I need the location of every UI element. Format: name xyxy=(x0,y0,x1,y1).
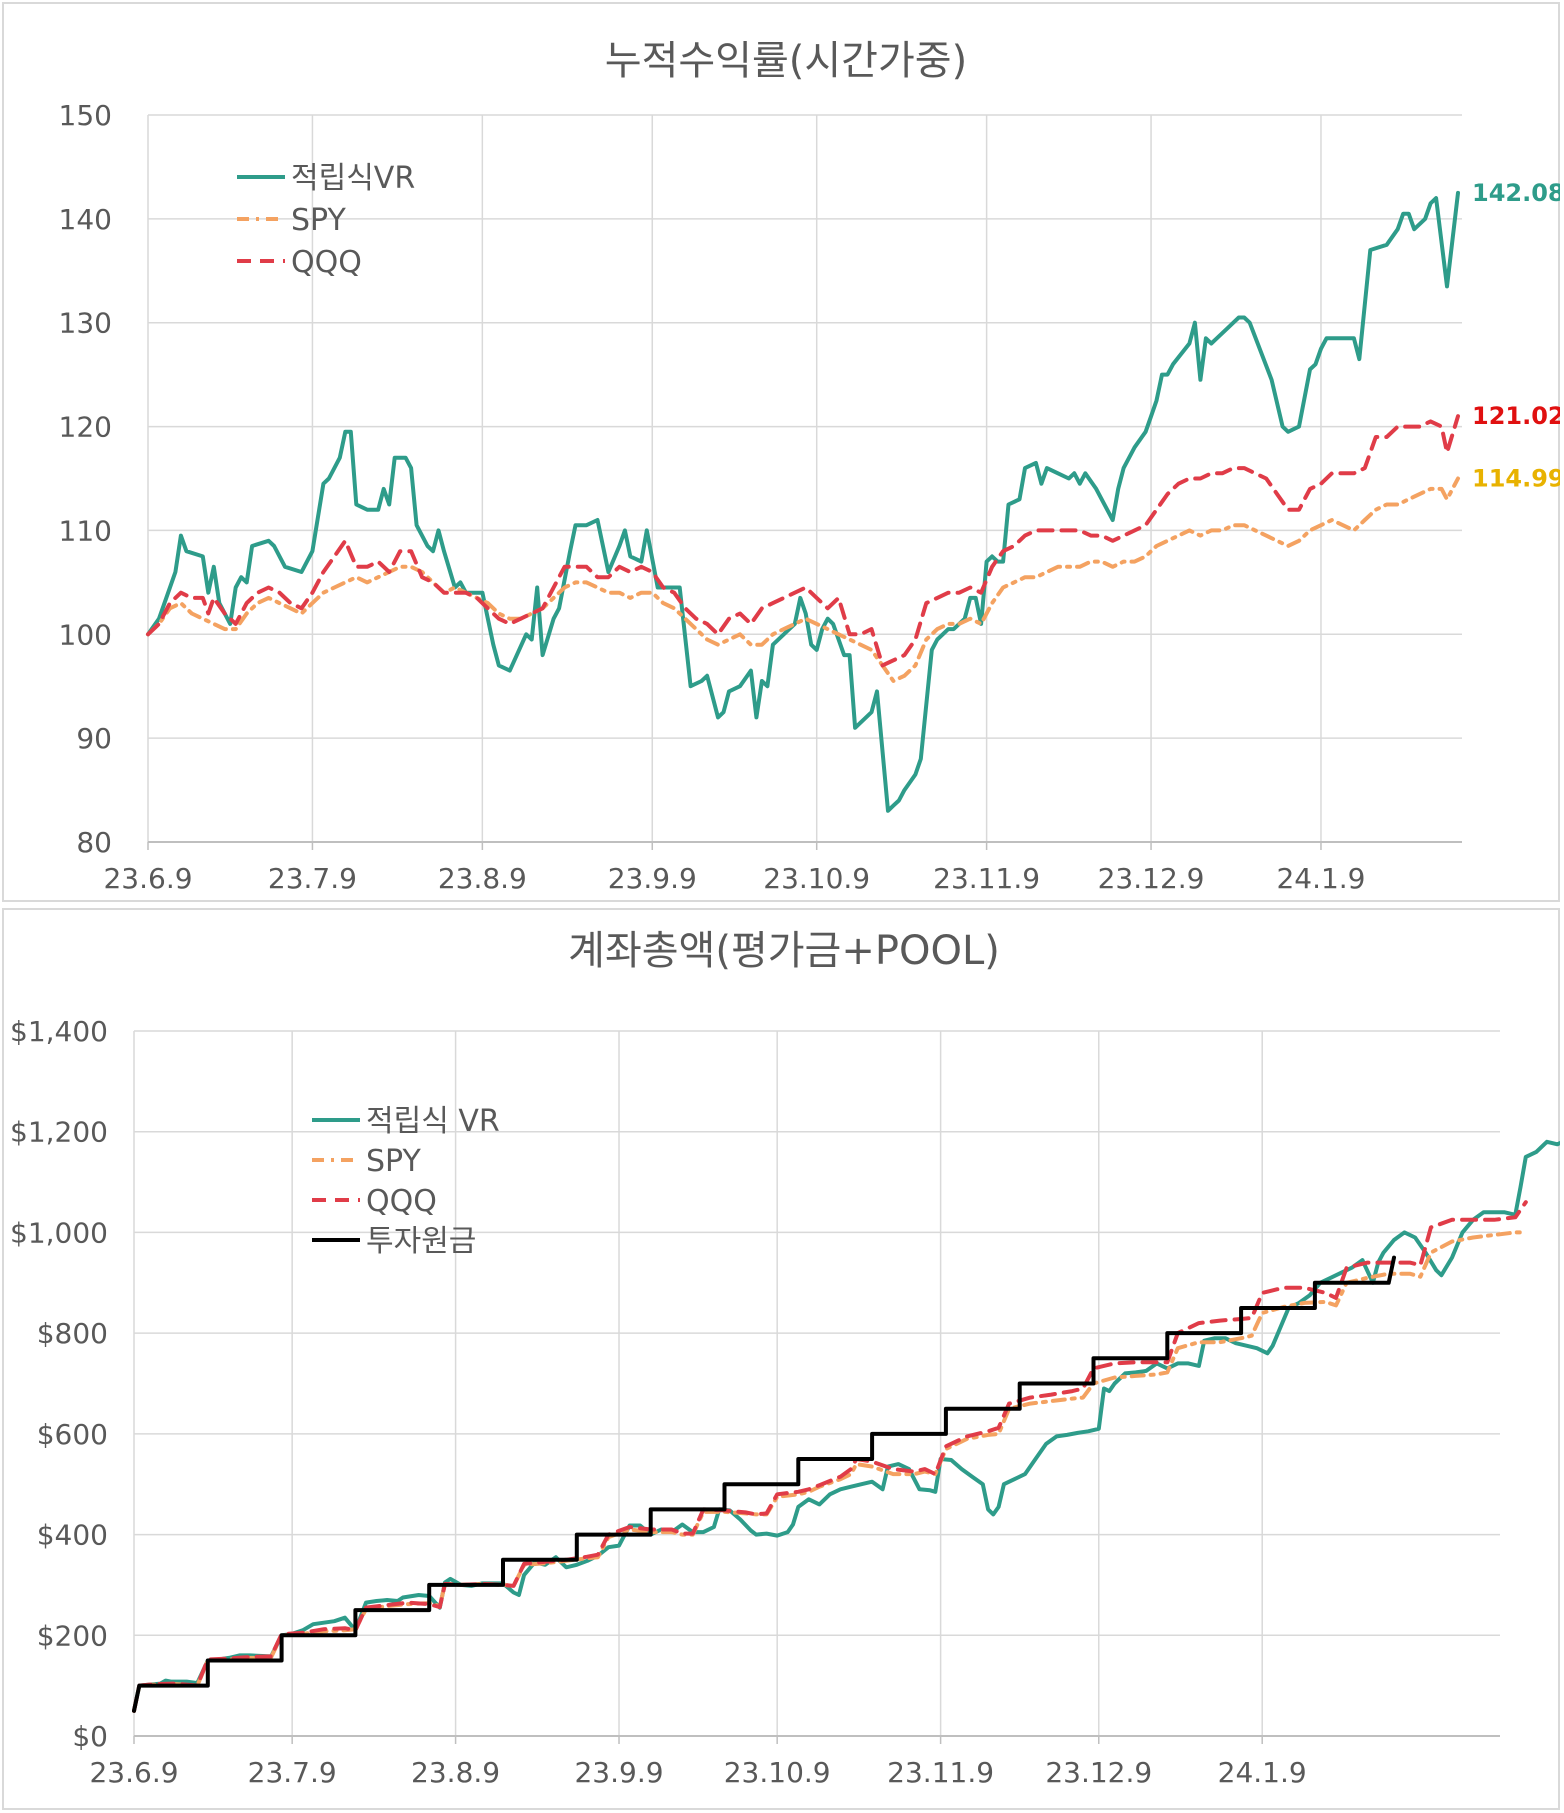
x-tick-label: 23.11.9 xyxy=(887,1756,994,1789)
x-tick-label: 24.1.9 xyxy=(1218,1756,1307,1789)
y-tick-label: 150 xyxy=(59,99,112,132)
x-tick-label: 23.11.9 xyxy=(933,862,1040,895)
y-tick-label: $600 xyxy=(37,1418,108,1451)
series-line xyxy=(132,1139,1560,1713)
series-line xyxy=(146,476,1460,683)
x-tick-label: 23.9.9 xyxy=(608,862,697,895)
x-tick-label: 23.8.9 xyxy=(438,862,527,895)
series-line xyxy=(146,414,1460,668)
chart-panel-account-total: 계좌총액(평가금+POOL) $0 $200 $400 $600 $800 $1,000 $1… xyxy=(2,908,1560,1810)
series-line xyxy=(132,1255,1396,1713)
x-tick-label: 23.8.9 xyxy=(411,1756,500,1789)
legend-label: QQQ xyxy=(366,1184,437,1219)
y-tick-label: 80 xyxy=(76,826,112,859)
x-tick-label: 23.7.9 xyxy=(248,1756,337,1789)
x-tick-label: 23.12.9 xyxy=(1098,862,1205,895)
x-tick-label: 23.10.9 xyxy=(724,1756,831,1789)
series-end-label: 114.99 xyxy=(1472,465,1560,493)
y-tick-label: 120 xyxy=(59,411,112,444)
x-tick-label: 23.6.9 xyxy=(103,862,192,895)
x-tick-label: 23.10.9 xyxy=(763,862,870,895)
x-tick-label: 23.6.9 xyxy=(89,1756,178,1789)
y-tick-label: $0 xyxy=(72,1720,108,1753)
y-tick-label: $1,000 xyxy=(10,1216,108,1249)
y-tick-label: $1,200 xyxy=(10,1116,108,1149)
cumulative-return-chart: 누적수익률(시간가중) 80 90 100 110 120 130 140 150 23.6.9 2… xyxy=(59,38,1560,895)
x-tick-label: 23.7.9 xyxy=(268,862,357,895)
legend-label: SPY xyxy=(291,203,346,238)
legend-label: 적립식 VR xyxy=(366,1104,500,1139)
series-line xyxy=(132,1200,1528,1713)
y-tick-label: $200 xyxy=(37,1619,108,1652)
legend-label: 적립식VR xyxy=(291,161,415,196)
legend-label: QQQ xyxy=(291,245,362,280)
x-tick-label: 23.12.9 xyxy=(1045,1756,1152,1789)
y-tick-label: 140 xyxy=(59,203,112,236)
legend-label: 투자원금 xyxy=(366,1224,476,1259)
x-tick-label: 23.9.9 xyxy=(574,1756,663,1789)
chart-title: 누적수익률(시간가중) xyxy=(605,38,967,84)
chart-panel-cumulative-return: 누적수익률(시간가중) 80 90 100 110 120 130 140 150 23.6.9 2… xyxy=(2,2,1560,902)
y-tick-label: 110 xyxy=(59,514,112,547)
x-tick-label: 24.1.9 xyxy=(1276,862,1365,895)
y-tick-label: 90 xyxy=(76,722,112,755)
chart-title: 계좌총액(평가금+POOL) xyxy=(568,928,1000,974)
series-end-label: 142.08 xyxy=(1472,179,1560,207)
series-end-label: 121.02 xyxy=(1472,402,1560,430)
series-line xyxy=(146,190,1460,813)
y-tick-label: 130 xyxy=(59,307,112,340)
series-line xyxy=(132,1230,1528,1713)
account-total-chart: 계좌총액(평가금+POOL) $0 $200 $400 $600 $800 $1,000 $1… xyxy=(10,928,1560,1789)
legend-label: SPY xyxy=(366,1144,421,1179)
y-tick-label: $400 xyxy=(37,1519,108,1552)
y-tick-label: $800 xyxy=(37,1317,108,1350)
y-tick-label: $1,400 xyxy=(10,1015,108,1048)
y-tick-label: 100 xyxy=(59,618,112,651)
